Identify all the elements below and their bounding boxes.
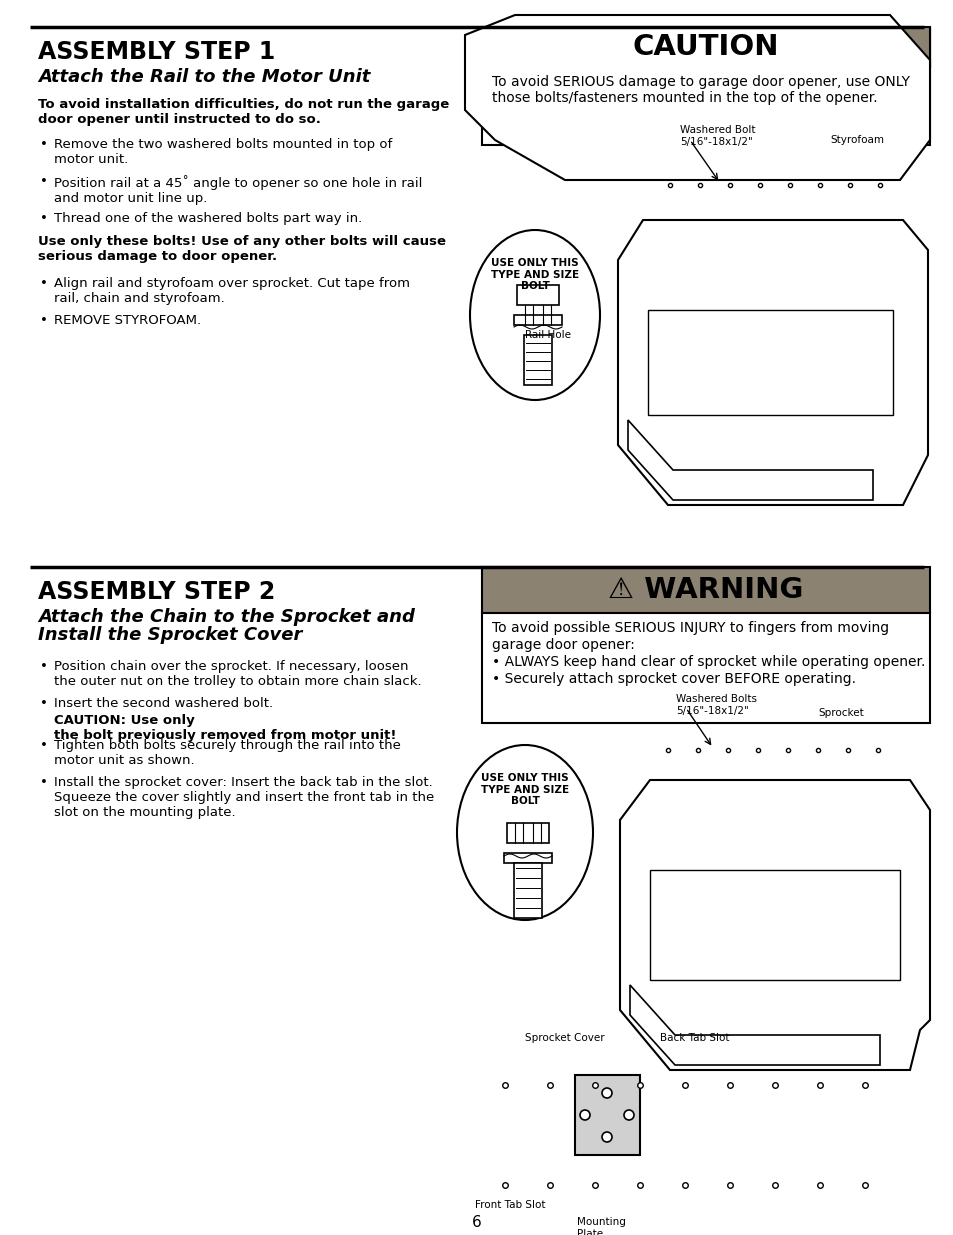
Text: •: • — [40, 659, 48, 673]
Text: • Securely attach sprocket cover BEFORE operating.: • Securely attach sprocket cover BEFORE … — [492, 672, 855, 685]
Text: Insert the second washered bolt.: Insert the second washered bolt. — [54, 697, 273, 710]
Text: Tighten both bolts securely through the rail into the
motor unit as shown.: Tighten both bolts securely through the … — [54, 739, 400, 767]
Text: garage door opener:: garage door opener: — [492, 638, 634, 652]
Text: Front Tab Slot: Front Tab Slot — [475, 1200, 545, 1210]
Circle shape — [601, 1132, 612, 1142]
Circle shape — [579, 1110, 589, 1120]
Text: Styrofoam: Styrofoam — [829, 135, 883, 144]
Text: •: • — [40, 138, 48, 151]
Bar — [514, 315, 561, 325]
Polygon shape — [647, 310, 892, 415]
Text: ASSEMBLY STEP 1: ASSEMBLY STEP 1 — [38, 40, 275, 64]
Text: Install the sprocket cover: Insert the back tab in the slot.
Squeeze the cover s: Install the sprocket cover: Insert the b… — [54, 776, 434, 819]
Bar — [481, 613, 929, 722]
Text: CAUTION: Use only
the bolt previously removed from motor unit!: CAUTION: Use only the bolt previously re… — [54, 714, 396, 742]
Bar — [575, 1074, 639, 1155]
Bar — [481, 567, 929, 613]
Text: USE ONLY THIS
TYPE AND SIZE
BOLT: USE ONLY THIS TYPE AND SIZE BOLT — [491, 258, 578, 291]
Polygon shape — [649, 869, 899, 981]
Text: Rail Hole: Rail Hole — [524, 330, 571, 340]
Text: Align rail and styrofoam over sprocket. Cut tape from
rail, chain and styrofoam.: Align rail and styrofoam over sprocket. … — [54, 277, 410, 305]
Text: • ALWAYS keep hand clear of sprocket while operating opener.: • ALWAYS keep hand clear of sprocket whi… — [492, 655, 924, 669]
Text: •: • — [40, 212, 48, 225]
Text: Install the Sprocket Cover: Install the Sprocket Cover — [38, 626, 302, 643]
Text: To avoid possible SERIOUS INJURY to fingers from moving: To avoid possible SERIOUS INJURY to fing… — [492, 621, 888, 635]
Polygon shape — [618, 220, 927, 505]
Text: Sprocket Cover: Sprocket Cover — [524, 1032, 604, 1044]
Text: •: • — [40, 739, 48, 752]
Text: Thread one of the washered bolts part way in.: Thread one of the washered bolts part wa… — [54, 212, 362, 225]
Text: Attach the Chain to the Sprocket and: Attach the Chain to the Sprocket and — [38, 608, 415, 626]
Text: To avoid SERIOUS damage to garage door opener, use ONLY
those bolts/fasteners mo: To avoid SERIOUS damage to garage door o… — [492, 75, 909, 105]
Bar — [481, 67, 929, 144]
Text: Back Tab Slot: Back Tab Slot — [659, 1032, 729, 1044]
Text: Use only these bolts! Use of any other bolts will cause
serious damage to door o: Use only these bolts! Use of any other b… — [38, 235, 446, 263]
Text: •: • — [40, 776, 48, 789]
Text: •: • — [40, 314, 48, 327]
Text: Position rail at a 45˚ angle to opener so one hole in rail
and motor unit line u: Position rail at a 45˚ angle to opener s… — [54, 175, 422, 205]
Circle shape — [623, 1110, 634, 1120]
Polygon shape — [629, 986, 879, 1065]
Bar — [503, 853, 552, 863]
Bar — [514, 863, 541, 918]
Polygon shape — [627, 420, 872, 500]
Text: CAUTION: CAUTION — [632, 33, 779, 61]
Circle shape — [601, 1088, 612, 1098]
Text: Mounting
Plate: Mounting Plate — [577, 1216, 625, 1235]
Polygon shape — [464, 15, 929, 180]
Text: To avoid installation difficulties, do not run the garage
door opener until inst: To avoid installation difficulties, do n… — [38, 98, 449, 126]
Text: Washered Bolt
5/16"-18x1/2": Washered Bolt 5/16"-18x1/2" — [679, 125, 755, 147]
Text: •: • — [40, 277, 48, 290]
Text: ASSEMBLY STEP 2: ASSEMBLY STEP 2 — [38, 580, 275, 604]
Text: ⚠ WARNING: ⚠ WARNING — [608, 576, 802, 604]
Bar — [517, 285, 558, 305]
Text: •: • — [40, 175, 48, 188]
Text: Remove the two washered bolts mounted in top of
motor unit.: Remove the two washered bolts mounted in… — [54, 138, 392, 165]
Bar — [523, 335, 552, 385]
Text: USE ONLY THIS
TYPE AND SIZE
BOLT: USE ONLY THIS TYPE AND SIZE BOLT — [480, 773, 569, 806]
Text: REMOVE STYROFOAM.: REMOVE STYROFOAM. — [54, 314, 201, 327]
Bar — [506, 823, 548, 844]
Ellipse shape — [456, 745, 593, 920]
Text: Attach the Rail to the Motor Unit: Attach the Rail to the Motor Unit — [38, 68, 370, 86]
Polygon shape — [619, 781, 929, 1070]
Text: Sprocket: Sprocket — [817, 708, 862, 718]
Text: Position chain over the sprocket. If necessary, loosen
the outer nut on the trol: Position chain over the sprocket. If nec… — [54, 659, 421, 688]
Text: •: • — [40, 697, 48, 710]
Text: 6: 6 — [472, 1215, 481, 1230]
Ellipse shape — [470, 230, 599, 400]
Bar — [481, 27, 929, 67]
Text: Washered Bolts
5/16"-18x1/2": Washered Bolts 5/16"-18x1/2" — [676, 694, 757, 715]
